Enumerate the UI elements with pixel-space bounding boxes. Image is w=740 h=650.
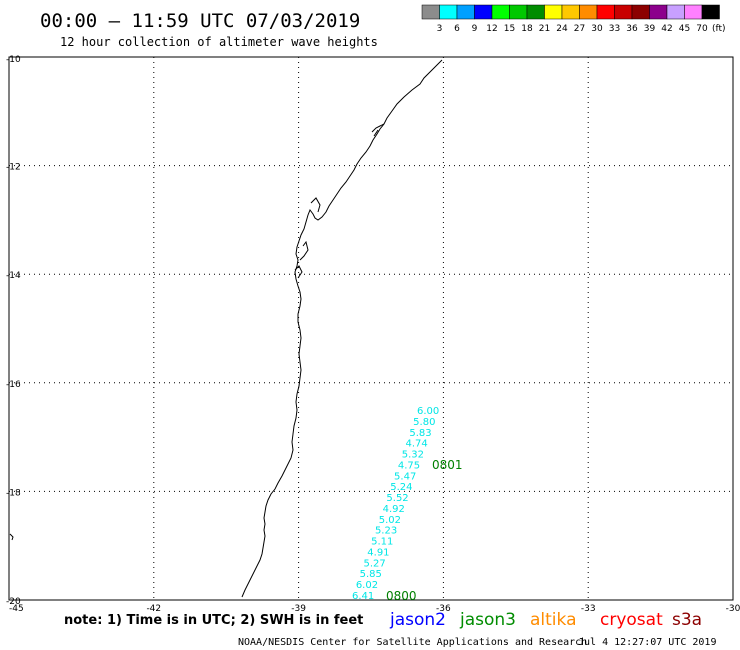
swh-value-label: 4.74: [406, 439, 428, 450]
legend-label: 9: [472, 24, 478, 34]
legend-swatch: [526, 4, 545, 20]
swh-value-label: 5.47: [394, 471, 416, 482]
swh-value-label: 5.80: [413, 417, 435, 428]
swh-value-label: 5.85: [360, 569, 382, 580]
legend-label: 45: [679, 24, 690, 34]
lon-label: -42: [146, 604, 161, 614]
lon-label: -45: [9, 604, 24, 614]
legend-swatch: [491, 4, 510, 20]
legend-label: 39: [644, 24, 656, 34]
track-time-label: 0800: [386, 589, 417, 603]
legend-swatch: [579, 4, 598, 20]
legend-swatch: [474, 4, 493, 20]
swh-value-label: 4.91: [367, 547, 389, 558]
legend-label: 12: [486, 24, 497, 34]
satellite-legend: jason2 jason3 altika cryosat s3a: [389, 610, 702, 630]
lon-label: -36: [436, 604, 451, 614]
swh-value-label: 4.75: [398, 460, 420, 471]
swh-value-label: 6.00: [417, 406, 439, 417]
map-frame: [8, 56, 734, 601]
legend-unit: (ft): [712, 24, 726, 34]
legend-swatch: [544, 4, 563, 20]
legend-label: 36: [626, 24, 638, 34]
legend-swatch: [631, 4, 650, 20]
legend-label: 27: [574, 24, 585, 34]
satellite-label: cryosat: [600, 610, 663, 630]
legend-swatch: [421, 4, 440, 20]
swh-value-label: 5.11: [371, 537, 393, 548]
legend-label: 30: [591, 24, 603, 34]
lat-label: -16: [6, 380, 21, 390]
legend-swatch: [666, 4, 685, 20]
legend-swatch: [684, 4, 703, 20]
lat-label: -12: [6, 163, 21, 173]
satellite-label: jason3: [459, 610, 516, 630]
latitude-labels: -10 -12 -14 -16 -18 -20: [6, 55, 21, 607]
legend-label: 21: [539, 24, 550, 34]
legend-swatch: [614, 4, 633, 20]
coastline: [241, 59, 443, 598]
swh-value-label: 6.02: [356, 580, 378, 591]
color-scale-legend: 3 6 9 12 15 18 21 24 27 30 33 36 39 42 45 70: [421, 4, 720, 34]
legend-label: 15: [504, 24, 515, 34]
legend-label: 18: [521, 24, 533, 34]
legend-swatch: [439, 4, 458, 20]
lat-label: -14: [6, 271, 21, 281]
legend-label: 6: [454, 24, 460, 34]
coastline-islands: [9, 123, 385, 541]
swh-value-label: 5.23: [375, 526, 397, 537]
legend-swatch: [561, 4, 580, 20]
swh-value-label: 4.92: [383, 504, 405, 515]
lat-label: -10: [6, 55, 21, 65]
swh-value-label: 5.32: [402, 450, 424, 461]
satellite-label: altika: [530, 610, 577, 630]
swh-value-label: 5.24: [390, 482, 412, 493]
legend-label: 42: [661, 24, 672, 34]
legend-swatch: [649, 4, 668, 20]
swh-value-label: 5.02: [379, 515, 401, 526]
legend-swatch: [701, 4, 720, 20]
swh-value-label: 5.27: [363, 558, 385, 569]
footer-credit: NOAA/NESDIS Center for Satellite Applica…: [238, 637, 587, 648]
legend-swatch: [596, 4, 615, 20]
map-subtitle: 12 hour collection of altimeter wave hei…: [60, 35, 378, 49]
lon-label: -33: [581, 604, 596, 614]
legend-label: 70: [696, 24, 708, 34]
swh-value-label: 5.52: [386, 493, 408, 504]
legend-label: 3: [437, 24, 443, 34]
graticule: [9, 57, 733, 600]
satellite-label: s3a: [672, 610, 702, 630]
legend-swatch: [509, 4, 528, 20]
track-time-label: 0801: [432, 458, 463, 472]
satellite-label: jason2: [389, 610, 446, 630]
swh-value-label: 5.83: [409, 428, 431, 439]
longitude-labels: -45 -42 -39 -36 -33 -30: [9, 604, 740, 614]
legend-label: 33: [609, 24, 620, 34]
lat-label: -18: [6, 488, 21, 498]
footer-timestamp: Jul 4 12:27:07 UTC 2019: [578, 637, 716, 648]
lon-label: -30: [726, 604, 740, 614]
map-title: 00:00 – 11:59 UTC 07/03/2019: [40, 10, 360, 32]
footer-note: note: 1) Time is in UTC; 2) SWH is in fe…: [64, 613, 363, 628]
lon-label: -39: [291, 604, 306, 614]
lat-label: -20: [6, 597, 21, 607]
altimeter-track: 6.005.805.834.745.324.755.475.245.524.92…: [352, 406, 463, 603]
legend-label: 24: [556, 24, 568, 34]
swh-value-label: 6.41: [352, 591, 374, 602]
legend-swatch: [456, 4, 475, 20]
